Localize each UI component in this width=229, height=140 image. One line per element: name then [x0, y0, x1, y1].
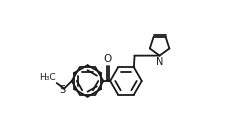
Text: S: S [59, 85, 65, 95]
Text: O: O [103, 54, 111, 64]
Text: N: N [155, 57, 163, 67]
Text: H₃C: H₃C [38, 73, 55, 82]
